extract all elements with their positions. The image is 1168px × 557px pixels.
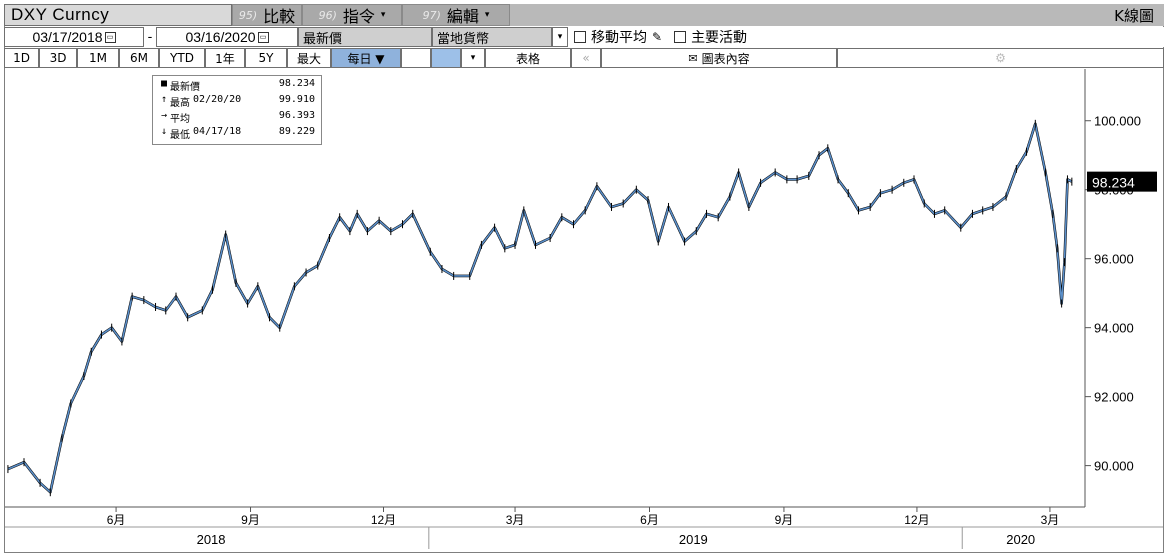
chart-style-dropdown[interactable]: ▾ <box>461 48 485 68</box>
period-1y-button[interactable]: 1年 <box>205 48 245 68</box>
compare-menu-label: 比較 <box>263 7 296 26</box>
period-max-button[interactable]: 最大 <box>287 48 331 68</box>
legend-low-label: 最低 <box>170 130 191 141</box>
legend-avg-label: 平均 <box>170 114 191 125</box>
period-6m-button[interactable]: 6M <box>119 48 159 68</box>
key-events-toggle[interactable]: 主要活動 <box>668 27 754 47</box>
chart-content-button[interactable]: ✉ 圖表內容 <box>601 48 837 68</box>
moving-average-label: 移動平均 <box>591 30 647 46</box>
legend-high: ↑ 最高 02/20/20 99.910 <box>161 94 315 109</box>
legend-high-date: 02/20/20 <box>193 94 242 105</box>
legend-low: ↓ 最低 04/17/18 89.229 <box>161 126 315 141</box>
legend-avg-icon: → <box>161 110 168 121</box>
y-tick-label: 94.000 <box>1094 321 1134 336</box>
period-toolbar: 1D 3D 1M 6M YTD 1年 5Y 最大 每日 ▼ ▾ 表格 « ✉ 圖… <box>4 48 1164 68</box>
chart-content-label: 圖表內容 <box>701 51 750 66</box>
period-ytd-button[interactable]: YTD <box>159 48 205 68</box>
y-tick-label: 92.000 <box>1094 390 1134 405</box>
period-1d-button[interactable]: 1D <box>4 48 39 68</box>
end-date-value: 03/16/2020 <box>185 29 256 45</box>
end-date-field[interactable]: 03/16/2020 ▭ <box>156 27 298 47</box>
chevron-down-icon: ▾ <box>470 53 476 63</box>
legend-last-value: 98.234 <box>278 78 315 89</box>
legend-low-icon: ↓ <box>161 126 168 137</box>
y-tick-label: 96.000 <box>1094 252 1134 267</box>
x-tick-label: 9月 <box>241 513 260 527</box>
moving-average-toggle[interactable]: 移動平均 ✎ <box>568 27 669 47</box>
legend-high-label: 最高 <box>170 98 191 109</box>
ticker-field[interactable]: DXY Curncy <box>4 4 232 26</box>
x-tick-label: 9月 <box>775 513 794 527</box>
currency-select[interactable]: 當地貨幣 <box>432 27 552 47</box>
legend-low-date: 04/17/18 <box>193 126 242 137</box>
currency-dropdown-button[interactable]: ▾ <box>552 27 568 47</box>
legend-high-icon: ↑ <box>161 94 168 105</box>
chart-style-button[interactable] <box>401 48 431 68</box>
edit-menu[interactable]: 97) 編輯 ▾ <box>402 4 510 26</box>
legend-box: ■ 最新價 98.234 ↑ 最高 02/20/20 99.910 → 平均 96.39… <box>152 75 322 145</box>
key-events-label: 主要活動 <box>691 30 748 46</box>
chevron-down-icon: ▾ <box>380 10 386 20</box>
last-value-badge <box>1087 171 1157 192</box>
legend-low-value: 89.229 <box>278 126 315 137</box>
year-label: 2020 <box>1006 532 1035 547</box>
price-line <box>7 123 1073 493</box>
period-3d-button[interactable]: 3D <box>39 48 77 68</box>
x-tick-label: 12月 <box>371 513 396 527</box>
checkbox-icon[interactable] <box>574 31 586 43</box>
legend-last-icon: ■ <box>161 78 168 89</box>
calendar-icon[interactable]: ▭ <box>257 31 269 43</box>
frequency-select[interactable]: 每日 ▼ <box>331 48 401 68</box>
gear-icon[interactable]: ⚙ <box>837 48 1164 68</box>
date-separator: - <box>147 29 153 45</box>
period-1m-button[interactable]: 1M <box>77 48 119 68</box>
chart-settings-icon: ✉ <box>688 51 698 65</box>
last-value-label: 98.234 <box>1092 175 1135 191</box>
controls-spacer <box>753 27 1164 47</box>
command-menu-num: 96) <box>318 8 337 22</box>
calendar-icon[interactable]: ▭ <box>104 31 116 43</box>
x-tick-label: 12月 <box>904 513 929 527</box>
x-tick-label: 6月 <box>107 513 126 527</box>
x-tick-label: 3月 <box>1041 513 1060 527</box>
chevron-down-icon: ▾ <box>484 10 490 20</box>
year-label: 2018 <box>197 532 226 547</box>
start-date-value: 03/17/2018 <box>32 29 103 45</box>
legend-avg: → 平均 96.393 <box>161 110 315 125</box>
pencil-icon[interactable]: ✎ <box>652 30 663 44</box>
header-spacer <box>510 4 1074 26</box>
command-menu-label: 指令 <box>342 7 375 26</box>
checkbox-icon[interactable] <box>674 31 687 43</box>
legend-high-value: 99.910 <box>278 94 315 105</box>
chart-type-title: K線圖 <box>1074 4 1164 26</box>
legend-avg-value: 96.393 <box>278 110 315 121</box>
collapse-icon[interactable]: « <box>571 48 601 68</box>
compare-menu[interactable]: 95) 比較 <box>232 4 302 26</box>
year-label: 2019 <box>679 532 708 547</box>
header-bar: DXY Curncy 95) 比較 96) 指令 ▾ 97) 編輯 ▾ K線圖 <box>4 4 1164 26</box>
y-tick-label: 90.000 <box>1094 459 1134 474</box>
legend-last: ■ 最新價 98.234 <box>161 78 315 93</box>
y-tick-label: 100.000 <box>1094 114 1141 129</box>
edit-menu-num: 97) <box>422 8 441 22</box>
chevron-down-icon: ▾ <box>557 32 563 42</box>
x-tick-label: 6月 <box>640 513 659 527</box>
command-menu[interactable]: 96) 指令 ▾ <box>302 4 402 26</box>
date-controls: 03/17/2018 ▭ - 03/16/2020 ▭ 最新價 當地貨幣 ▾ 移… <box>4 27 1164 47</box>
x-tick-label: 3月 <box>506 513 525 527</box>
compare-menu-num: 95) <box>238 8 258 22</box>
table-button[interactable]: 表格 <box>485 48 571 68</box>
edit-menu-label: 編輯 <box>446 7 479 26</box>
value-type-select[interactable]: 最新價 <box>298 27 432 47</box>
start-date-field[interactable]: 03/17/2018 ▭ <box>4 27 144 47</box>
legend-last-label: 最新價 <box>170 82 201 93</box>
period-5y-button[interactable]: 5Y <box>245 48 287 68</box>
chart-style-active-button[interactable] <box>431 48 461 68</box>
